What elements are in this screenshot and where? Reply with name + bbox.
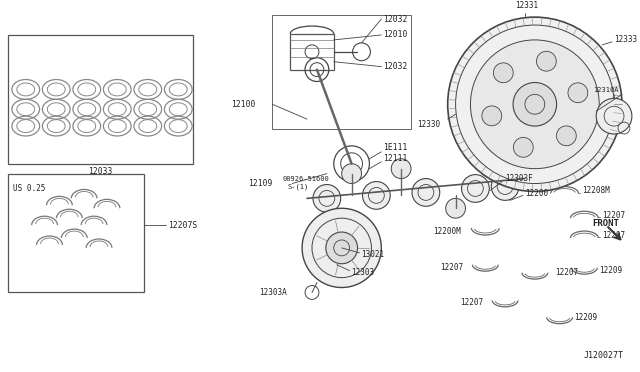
Bar bbox=[290, 34, 334, 70]
Text: 12207: 12207 bbox=[602, 211, 625, 220]
Text: 12331: 12331 bbox=[515, 1, 538, 10]
Text: 12111: 12111 bbox=[383, 154, 408, 163]
Bar bbox=[8, 35, 193, 164]
Text: US 0.25: US 0.25 bbox=[13, 183, 45, 193]
Text: S-(1): S-(1) bbox=[287, 183, 308, 190]
Text: 12207: 12207 bbox=[602, 231, 625, 240]
Circle shape bbox=[493, 63, 513, 83]
Circle shape bbox=[536, 51, 556, 71]
Circle shape bbox=[470, 40, 599, 169]
Circle shape bbox=[362, 182, 390, 209]
Text: 12207S: 12207S bbox=[168, 221, 198, 230]
Text: 12207: 12207 bbox=[460, 298, 483, 307]
Circle shape bbox=[513, 137, 533, 157]
Text: 12200: 12200 bbox=[525, 189, 548, 198]
Circle shape bbox=[461, 174, 489, 202]
Circle shape bbox=[492, 173, 519, 201]
Text: 12200M: 12200M bbox=[433, 227, 461, 235]
Circle shape bbox=[482, 106, 502, 126]
Circle shape bbox=[391, 159, 411, 179]
Circle shape bbox=[445, 198, 465, 218]
Circle shape bbox=[568, 83, 588, 103]
Text: 12010: 12010 bbox=[383, 31, 408, 39]
Text: 1E111: 1E111 bbox=[383, 143, 408, 153]
Text: 12207: 12207 bbox=[440, 263, 463, 272]
Text: 12303A: 12303A bbox=[259, 288, 287, 297]
Bar bbox=[8, 174, 143, 292]
Text: 12303: 12303 bbox=[351, 268, 375, 277]
Text: 12209: 12209 bbox=[599, 266, 622, 275]
Text: 12032: 12032 bbox=[383, 62, 408, 71]
Text: 12209: 12209 bbox=[575, 313, 598, 322]
Circle shape bbox=[513, 83, 557, 126]
Circle shape bbox=[596, 98, 632, 134]
Text: 12109: 12109 bbox=[248, 179, 273, 188]
Circle shape bbox=[556, 126, 576, 146]
Text: 12208M: 12208M bbox=[582, 186, 610, 195]
Circle shape bbox=[342, 164, 362, 183]
Text: J120027T: J120027T bbox=[584, 351, 624, 360]
Text: 12100: 12100 bbox=[231, 100, 255, 109]
Text: 12330: 12330 bbox=[418, 119, 441, 129]
Text: 12333: 12333 bbox=[614, 35, 637, 44]
Text: 12303F: 12303F bbox=[505, 174, 533, 183]
Circle shape bbox=[302, 208, 381, 288]
Text: 13021: 13021 bbox=[362, 250, 385, 259]
Circle shape bbox=[412, 179, 440, 206]
Circle shape bbox=[326, 232, 358, 264]
Text: 12032: 12032 bbox=[383, 15, 408, 23]
Text: 12310A: 12310A bbox=[593, 87, 619, 93]
Text: 00926-51600: 00926-51600 bbox=[282, 176, 329, 182]
Text: 12207: 12207 bbox=[555, 268, 578, 277]
Circle shape bbox=[447, 17, 622, 192]
Circle shape bbox=[313, 185, 340, 212]
Bar bbox=[273, 15, 411, 129]
Text: 12033: 12033 bbox=[88, 167, 113, 176]
Text: FRONT: FRONT bbox=[593, 219, 620, 228]
